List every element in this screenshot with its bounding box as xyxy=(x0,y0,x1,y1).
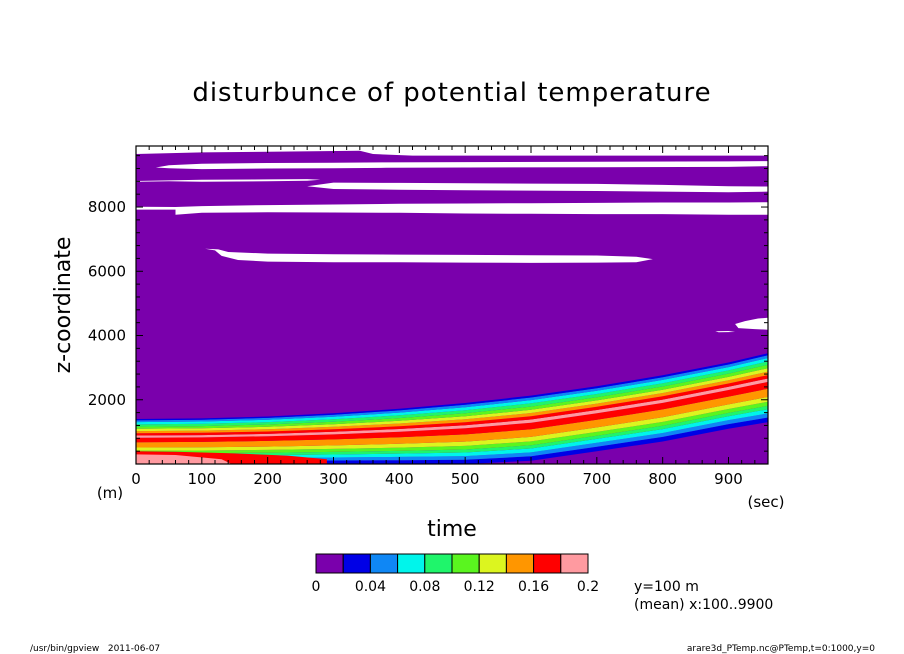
annotation-mean-range: (mean) x:100..9900 xyxy=(634,597,773,613)
x-tick-label: 900 xyxy=(714,470,743,488)
lift-band-layer-5 xyxy=(136,396,768,451)
colorbar-swatch xyxy=(533,553,562,574)
y-tick-label: 8000 xyxy=(88,198,126,216)
lift-band-layer-3 xyxy=(136,405,768,456)
colorbar-tick-label: 0.16 xyxy=(518,579,549,595)
lift-band-layer-11 xyxy=(136,368,768,432)
x-tick-label: 800 xyxy=(648,470,677,488)
y-axis-unit: (m) xyxy=(97,484,123,502)
hot-core-region-1 xyxy=(136,454,232,464)
colorbar-swatch xyxy=(478,553,507,574)
colorbar-swatch xyxy=(451,553,480,574)
lift-band-layer-4 xyxy=(136,401,768,454)
below-zero-region-8 xyxy=(715,331,736,333)
below-zero-region-3 xyxy=(307,182,768,193)
below-zero-region-2 xyxy=(136,179,321,182)
colorbar-tick-label: 0 xyxy=(312,579,321,595)
x-tick-label: 700 xyxy=(583,470,612,488)
lift-band-layer-2 xyxy=(136,409,768,459)
colorbar-tick-label: 0.12 xyxy=(464,579,495,595)
x-tick-label: 500 xyxy=(451,470,480,488)
y-tick-label: 2000 xyxy=(88,391,126,409)
colorbar-swatch xyxy=(369,553,399,574)
lift-band-layer-6 xyxy=(136,388,768,448)
axis-ticks xyxy=(135,146,769,464)
lift-band-layer-1 xyxy=(136,413,768,461)
below-zero-region-6 xyxy=(205,248,653,263)
footer-left: /usr/bin/gpview 2011-06-07 xyxy=(30,644,160,654)
colorbar-swatch xyxy=(315,553,344,574)
lift-band-layer-0 xyxy=(136,417,768,464)
x-axis-tick-labels: 0 100 200 300 400 500 600 700 800 900 xyxy=(131,470,743,488)
lift-band-layer-10 xyxy=(136,371,768,434)
below-zero-region-7 xyxy=(735,317,768,330)
y-tick-label: 4000 xyxy=(88,327,126,345)
colorbar-swatch xyxy=(397,553,426,574)
colorbar xyxy=(315,553,589,574)
y-axis-tick-labels: 2000 4000 6000 8000 xyxy=(88,198,126,409)
colorbar-tick-label: 0.2 xyxy=(577,579,599,595)
x-axis-unit: (sec) xyxy=(748,493,785,511)
colorbar-tick-label: 0.04 xyxy=(355,579,386,595)
chart-title: disturbunce of potential temperature xyxy=(192,78,711,108)
lift-band-layer-13 xyxy=(136,361,768,427)
lift-band-layer-9 xyxy=(136,375,768,436)
annotation-y-slice: y=100 m xyxy=(634,579,699,595)
x-tick-label: 400 xyxy=(385,470,414,488)
x-tick-label: 0 xyxy=(131,470,141,488)
colorbar-swatch xyxy=(505,553,535,574)
below-zero-region-5 xyxy=(175,202,768,215)
y-axis-label: z-coordinate xyxy=(51,237,76,374)
lift-band-layer-14 xyxy=(136,358,768,425)
colorbar-swatch xyxy=(424,553,453,574)
x-tick-label: 600 xyxy=(517,470,546,488)
below-zero-region-1 xyxy=(155,161,768,170)
colorbar-swatch xyxy=(560,553,589,574)
x-tick-label: 200 xyxy=(253,470,282,488)
colorbar-tick-label: 0.08 xyxy=(409,579,440,595)
colorbar-tick-labels: 0 0.04 0.08 0.12 0.16 0.2 xyxy=(312,579,600,595)
lift-band-layer-12 xyxy=(136,364,768,429)
colorbar-swatch xyxy=(342,553,371,574)
footer-right: arare3d_PTemp.nc@PTemp,t=0:1000,y=0 xyxy=(687,644,875,654)
y-tick-label: 6000 xyxy=(88,262,126,280)
lift-band-layer-7 xyxy=(136,381,768,443)
contour-fill-layer xyxy=(136,146,768,464)
x-tick-label: 100 xyxy=(188,470,217,488)
x-axis-label: time xyxy=(427,517,477,542)
x-tick-label: 300 xyxy=(319,470,348,488)
plot-area xyxy=(135,145,769,465)
